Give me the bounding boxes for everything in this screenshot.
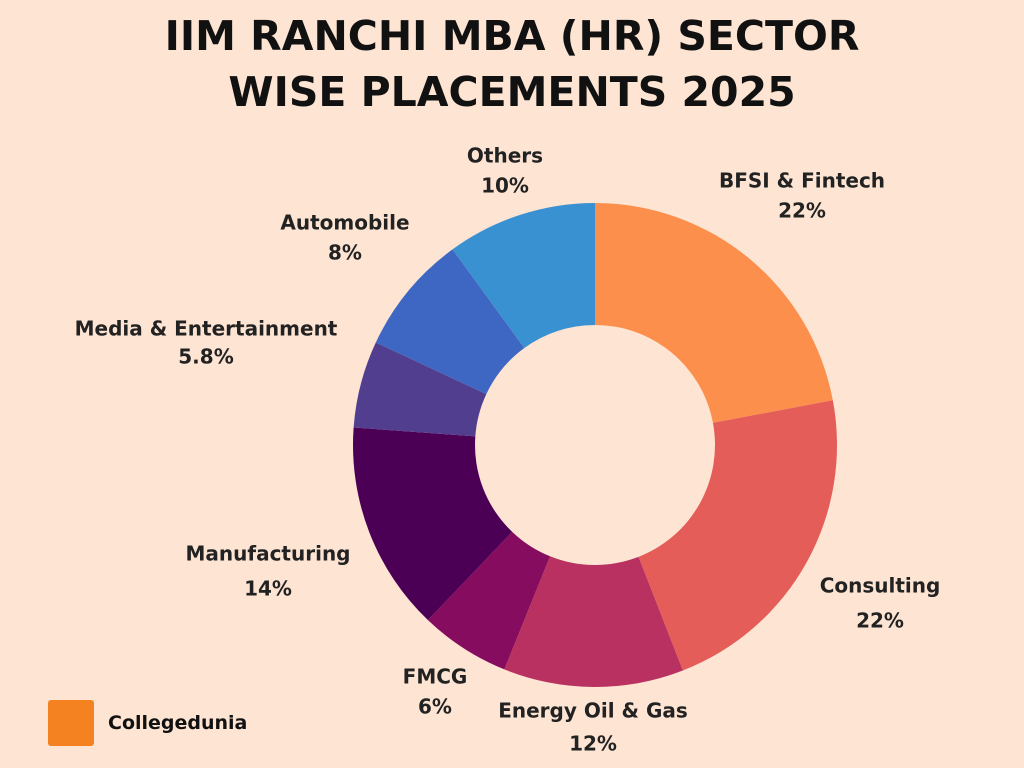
donut-slice (638, 400, 837, 671)
slice-label: Consulting (820, 574, 941, 598)
slice-label: FMCG (403, 665, 468, 689)
brand-name: Collegedunia (108, 712, 248, 734)
donut-slice (353, 427, 513, 621)
slice-label: Energy Oil & Gas (498, 699, 688, 723)
value-label: 6% (418, 695, 452, 719)
value-label: 22% (778, 199, 826, 223)
value-label: 10% (481, 174, 529, 198)
value-label: 22% (856, 609, 904, 633)
slice-label: Media & Entertainment (75, 317, 338, 341)
donut-slice (375, 249, 525, 395)
donut-slice (452, 203, 595, 349)
value-label: 14% (244, 577, 292, 601)
value-label: 12% (569, 732, 617, 756)
value-label: 8% (328, 241, 362, 265)
slice-label: BFSI & Fintech (719, 169, 885, 193)
donut-slice (353, 342, 487, 437)
donut-slice (595, 203, 833, 423)
donut-slice (504, 556, 683, 687)
value-label: 5.8% (178, 345, 233, 369)
brand-logo (48, 700, 94, 746)
slice-label: Manufacturing (186, 542, 351, 566)
slice-label: Others (467, 144, 543, 168)
donut-slice (427, 531, 551, 670)
chart-title: IIM RANCHI MBA (HR) SECTOR WISE PLACEMEN… (164, 12, 860, 116)
slice-label: Automobile (280, 211, 409, 235)
brand: Collegedunia (48, 700, 247, 746)
